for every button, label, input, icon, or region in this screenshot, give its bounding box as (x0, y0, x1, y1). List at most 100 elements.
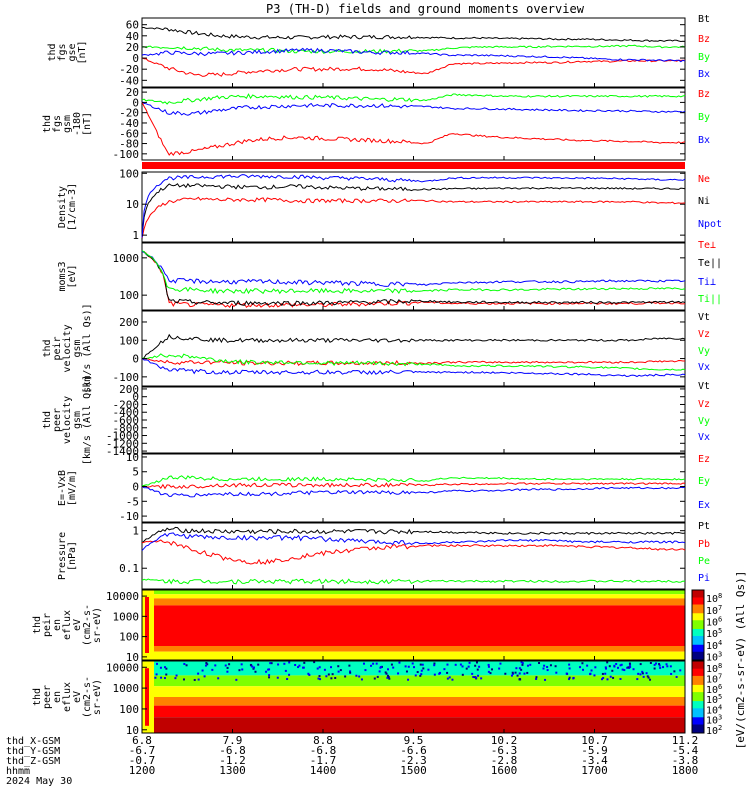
colorbar-segment (692, 698, 704, 702)
spectrogram-speckle (604, 672, 607, 675)
y-tick-label: -1400 (106, 445, 139, 458)
colorbar-segment (692, 706, 704, 709)
y-tick-label: 0 (132, 481, 139, 494)
spectrogram-speckle (609, 675, 612, 678)
y-tick-label: -10 (119, 510, 139, 523)
y-tick-label: -200 (113, 398, 140, 411)
spectrogram-speckle (658, 662, 661, 665)
spectrogram-band (142, 598, 685, 606)
colorbar-segment (692, 651, 704, 654)
x-tick-label: 1300 (219, 764, 246, 777)
spectrogram-speckle (385, 672, 388, 675)
spectrogram-speckle (330, 666, 333, 669)
panel-frame (141, 171, 686, 243)
spectrogram-speckle (632, 668, 635, 671)
y-tick-label: 0 (132, 391, 139, 404)
y-tick-label: -20 (119, 107, 139, 120)
spectrogram-speckle (349, 670, 352, 673)
colorbar-segment (692, 618, 704, 621)
spectrogram-speckle (251, 665, 254, 668)
colorbar-frame (691, 660, 705, 734)
y-axis-label: [1/cm-3] (67, 183, 78, 231)
spectrogram-speckle (655, 662, 658, 665)
y-axis-label: [nT] (82, 112, 93, 136)
spectrogram-speckle (514, 671, 517, 674)
colorbar-segment (692, 625, 704, 628)
y-axis-label: fgs (52, 115, 63, 133)
plot-title: P3 (TH-D) fields and ground moments over… (266, 2, 585, 16)
spectrogram-speckle (461, 665, 464, 668)
spectrogram-speckle (182, 678, 185, 681)
colorbar-segment (692, 633, 704, 636)
legend-efield-0: Ez (698, 454, 710, 465)
colorbar-segment (692, 640, 704, 643)
panel-frame (141, 386, 686, 454)
colorbar-segment (692, 590, 704, 593)
y-tick-label: 5 (132, 466, 139, 479)
spectrogram-speckle (662, 666, 665, 669)
y-tick-label: 1 (132, 525, 139, 538)
spectrogram-speckle (159, 666, 162, 669)
spectrogram-speckle (619, 664, 622, 667)
spectrogram-speckle (642, 675, 645, 678)
y-tick-label: -40 (119, 74, 139, 87)
spectrogram-speckle (203, 675, 206, 678)
y-axis-label: gsm (72, 339, 83, 357)
colorbar-segment (692, 729, 704, 732)
spectrogram-speckle (520, 668, 523, 671)
spectrogram-speckle (679, 669, 682, 672)
colorbar-segment (692, 713, 704, 716)
spectrogram-speckle (487, 665, 490, 668)
spectrogram-speckle (404, 665, 407, 668)
x-tick-label: 1200 (129, 764, 156, 777)
colorbar-tick-label: 103 (706, 651, 722, 664)
colorbar-tick-label: 105 (706, 627, 722, 640)
spectrogram-speckle (405, 670, 408, 673)
spectrogram-speckle (546, 669, 549, 672)
y-tick-label: 100 (119, 334, 139, 347)
spectrogram-speckle (669, 665, 672, 668)
series-line-fgs-gse-3 (141, 47, 686, 63)
legend-fgs-gse-0: Bt (698, 14, 710, 25)
spectrogram-speckle (491, 668, 494, 671)
spectrogram-band (142, 651, 685, 660)
spectrogram-speckle (608, 665, 611, 668)
colorbar-segment (692, 607, 704, 610)
y-axis-label: peer (42, 685, 53, 709)
spectrogram-speckle (579, 666, 582, 669)
colorbar-segment (692, 677, 704, 680)
series-line-fgs-gse-1 (141, 57, 686, 77)
y-tick-label: -600 (113, 414, 140, 427)
colorbar-segment (692, 658, 704, 661)
colorbar-segment (692, 623, 704, 626)
spectrogram-speckle (476, 668, 479, 671)
spectrogram-speckle (302, 666, 305, 669)
legend-density-1: Ni (698, 196, 710, 207)
y-tick-label: 40 (126, 30, 139, 43)
spectrogram-speckle (526, 671, 529, 674)
colorbar-segment (692, 664, 704, 667)
spectrogram-speckle (520, 661, 523, 664)
colorbar-segment (692, 679, 704, 682)
y-tick-label: 0 (132, 353, 139, 366)
spectrogram-speckle (318, 675, 321, 678)
legend-peer-velocity-2: Vy (698, 416, 710, 427)
spectrogram-band (142, 590, 685, 595)
spectrogram-speckle (316, 667, 319, 670)
colorbar-segment (692, 591, 704, 594)
spectrogram-speckle (439, 671, 442, 674)
x-tick-label: 7.9 (223, 734, 243, 747)
x-tick-label: 1700 (581, 764, 608, 777)
spectrogram-speckle (265, 670, 268, 673)
colorbar-segment (692, 654, 704, 657)
spectrogram-speckle (286, 678, 289, 681)
spectrogram-speckle (433, 664, 436, 667)
spectrogram-speckle (613, 665, 616, 668)
colorbar-segment (692, 704, 704, 707)
y-tick-label: 1 (132, 229, 139, 242)
colorbar-segment (692, 639, 704, 642)
colorbar-label: [eV/(cm2-s-sr-eV) (All Qs)] (734, 571, 747, 750)
colorbar-segment (692, 621, 704, 624)
y-tick-label: 100 (119, 631, 139, 644)
y-axis-label: [nT] (77, 40, 88, 64)
